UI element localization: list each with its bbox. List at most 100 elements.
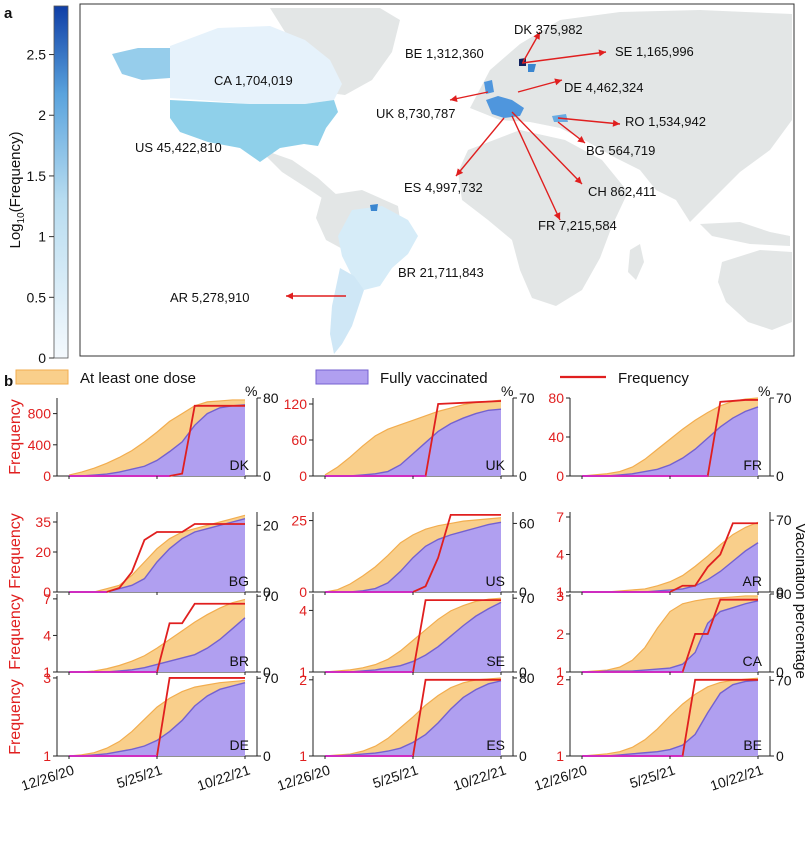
freq-tick-label: 25 [291, 513, 307, 529]
chart-bg: 0 20 35 0 20 BG Frequency [7, 512, 279, 600]
country-usa [170, 100, 338, 162]
map-arrow [511, 111, 583, 185]
pct-tick-label: 70 [776, 672, 792, 688]
legend-swatch-one-dose [15, 369, 69, 385]
map-arrow [511, 115, 561, 221]
x-tick-label: 10/22/21 [451, 762, 508, 794]
pct-tick-label: 80 [776, 586, 792, 602]
legend-swatch-fully [315, 369, 369, 385]
pct-tick-label: 20 [263, 517, 279, 533]
land-africa [458, 130, 628, 306]
country-uk [484, 80, 494, 94]
line-one-dose [581, 397, 759, 477]
freq-tick-label: 2 [556, 672, 564, 688]
pct-symbol: % [245, 383, 257, 399]
y-axis-title-frequency: Frequency [7, 513, 24, 589]
country-label: UK [486, 457, 506, 473]
freq-tick-label: 4 [556, 547, 564, 563]
map-label: US 45,422,810 [135, 140, 222, 155]
freq-tick-label: 2 [299, 672, 307, 688]
pct-tick-label: 0 [519, 748, 527, 764]
freq-tick-label: 400 [28, 437, 52, 453]
legend-label-frequency: Frequency [618, 370, 689, 387]
country-europe-cluster [486, 96, 524, 118]
area-fully [582, 542, 758, 592]
area-fully [325, 409, 501, 476]
chart-de: 1 3 0 70 DE 12/26/20 5/25/21 10/22/21 Frequency [7, 670, 279, 794]
pct-tick-label: 60 [519, 515, 535, 531]
colorbar-title: Log10(Frequency) [7, 131, 27, 248]
land-eurasia [470, 10, 792, 222]
line-one-dose [324, 597, 502, 673]
pct-tick-label: 0 [263, 664, 271, 680]
colorbar-tick-label: 1.5 [27, 168, 47, 184]
map-label: DE 4,462,324 [564, 80, 644, 95]
map-arrow-head [533, 32, 540, 40]
freq-tick-label: 1 [43, 748, 51, 764]
line-fully [69, 681, 246, 757]
pct-tick-label: 70 [519, 590, 535, 606]
y-axis-title-frequency: Frequency [7, 679, 24, 755]
area-fully [325, 522, 501, 592]
land-australia [718, 250, 792, 330]
freq-tick-label: 20 [35, 544, 51, 560]
pct-tick-label: 70 [519, 390, 535, 406]
country-guiana [370, 204, 378, 211]
chart-se: 1 4 0 70 SE [299, 590, 535, 680]
x-tick-label: 10/22/21 [708, 762, 765, 794]
freq-tick-label: 60 [291, 432, 307, 448]
pct-tick-label: 0 [776, 468, 784, 484]
freq-tick-label: 1 [299, 748, 307, 764]
pct-tick-label: 70 [263, 670, 279, 686]
land-madagascar [628, 244, 644, 280]
legend-label-one-dose: At least one dose [80, 370, 196, 387]
line-one-dose [68, 399, 245, 476]
colorbar-tick-label: 0.5 [27, 289, 47, 305]
map-arrow [517, 79, 563, 93]
area-fully [325, 680, 501, 756]
freq-tick-label: 7 [556, 509, 564, 525]
x-tick-label: 5/25/21 [371, 762, 421, 792]
map-arrow-head [598, 49, 606, 57]
line-one-dose [69, 598, 246, 673]
area-one-dose [582, 522, 758, 592]
freq-tick-label: 0 [43, 584, 51, 600]
map-arrow-head [553, 212, 561, 220]
country-label: US [486, 573, 505, 589]
line-one-dose [324, 677, 502, 757]
y-axis-title-right: Vaccination percentage [792, 523, 805, 679]
map-label: DK 375,982 [514, 22, 583, 37]
line-one-dose [581, 595, 758, 673]
colorbar-gradient [53, 5, 69, 359]
freq-tick-label: 40 [548, 429, 564, 445]
country-argentina [330, 268, 364, 354]
x-tick-label: 12/26/20 [19, 762, 76, 794]
map-arrow-head [577, 135, 585, 143]
pct-tick-label: 0 [263, 584, 271, 600]
pct-tick-label: 0 [776, 584, 784, 600]
line-fully [69, 404, 246, 477]
line-fully [582, 600, 759, 673]
freq-tick-label: 0 [43, 468, 51, 484]
area-fully [582, 680, 758, 756]
map-label: FR 7,215,584 [538, 218, 617, 233]
x-tick-label: 10/22/21 [195, 762, 252, 794]
y-axis-title-frequency: Frequency [7, 594, 24, 670]
map-label: CA 1,704,019 [214, 73, 293, 88]
land-greenland [270, 8, 400, 95]
freq-tick-label: 1 [43, 664, 51, 680]
country-se [528, 64, 536, 72]
country-label: BR [230, 653, 249, 669]
land-central-america [258, 148, 372, 214]
freq-tick-label: 4 [43, 627, 51, 643]
pct-tick-label: 0 [263, 748, 271, 764]
chart-uk: 0 60 120 0 70% UK [284, 383, 535, 484]
country-label: AR [743, 573, 762, 589]
pct-tick-label: 80 [519, 670, 535, 686]
freq-tick-label: 0 [299, 584, 307, 600]
pct-tick-label: 0 [263, 468, 271, 484]
line-one-dose [581, 677, 759, 757]
